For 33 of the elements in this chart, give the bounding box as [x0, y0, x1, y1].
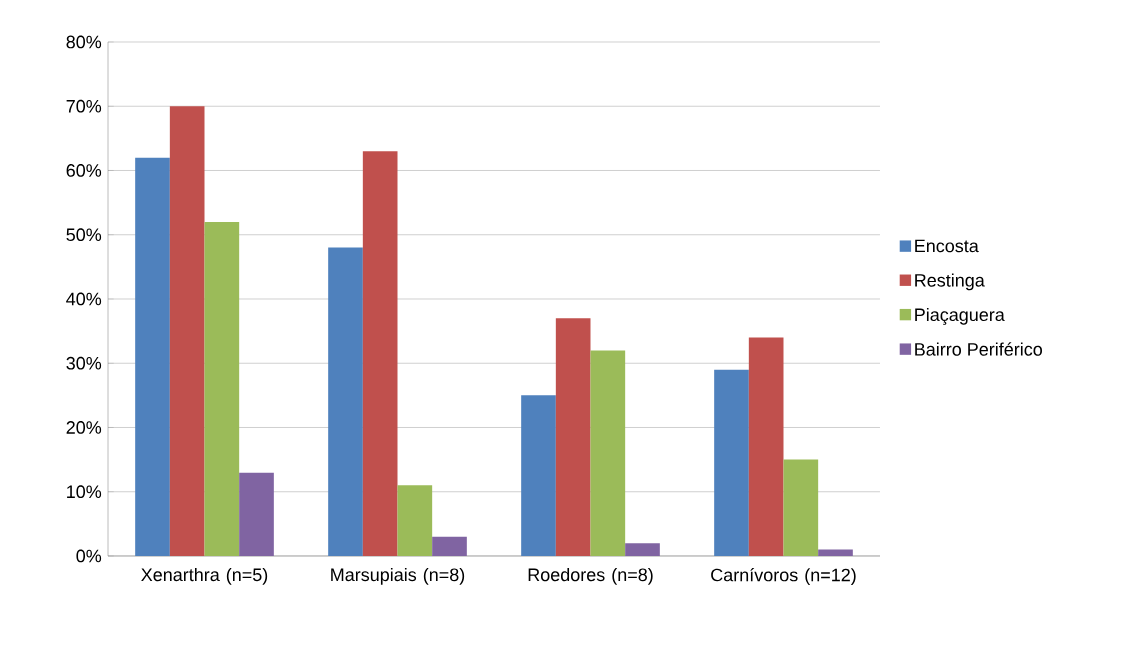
y-tick-label: 0%: [76, 549, 102, 563]
bar: [169, 106, 205, 556]
bar: [555, 318, 591, 556]
x-tick-label: Carnívoros (n=12): [711, 567, 856, 585]
bar: [521, 395, 556, 556]
x-tick-label: Roedores (n=8): [528, 567, 653, 585]
bar: [590, 350, 626, 556]
bar: [714, 369, 749, 556]
y-tick-label: 20%: [66, 421, 102, 434]
bar: [328, 247, 363, 556]
legend-label: Encosta: [915, 239, 979, 253]
bar: [397, 485, 433, 556]
bar: [783, 459, 819, 556]
bar: [818, 549, 853, 556]
legend-label: Piaçaguera: [915, 307, 1005, 325]
bar: [204, 221, 240, 556]
bar: [432, 536, 467, 556]
bar: [362, 151, 398, 556]
bar: [625, 543, 660, 556]
y-tick-label: 80%: [66, 35, 102, 49]
bar: [239, 472, 274, 556]
y-tick-label: 10%: [67, 485, 102, 499]
y-tick-label: 40%: [66, 292, 102, 306]
bar: [135, 157, 170, 556]
y-tick-label: 30%: [66, 356, 102, 370]
legend-label: Restinga: [915, 273, 985, 291]
y-tick-label: 70%: [66, 99, 102, 113]
x-tick-label: Xenarthra (n=5): [141, 567, 268, 585]
y-tick-label: 50%: [66, 228, 102, 242]
bar: [748, 337, 784, 556]
y-tick-label: 60%: [66, 164, 102, 177]
x-tick-label: Marsupiais (n=8): [331, 567, 465, 585]
legend-label: Bairro Periférico: [915, 342, 1043, 356]
